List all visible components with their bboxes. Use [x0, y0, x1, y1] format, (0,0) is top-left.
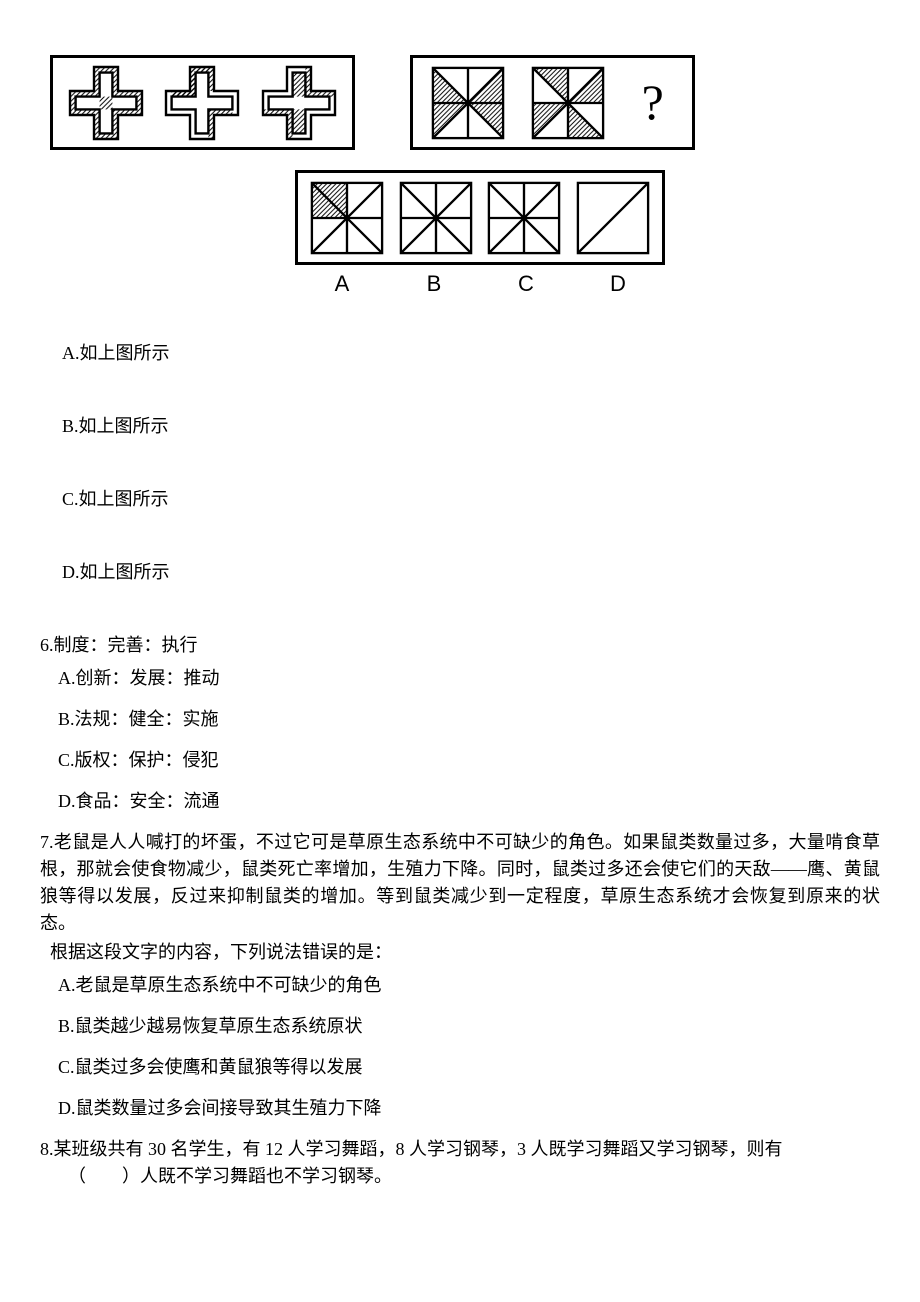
q7-option-a: A.老鼠是草原生态系统中不可缺少的角色 [40, 972, 880, 999]
q6-option-c: C.版权：保护：侵犯 [40, 747, 880, 774]
q6-option-d: D.食品：安全：流通 [40, 788, 880, 815]
figure-area: ? [0, 0, 920, 310]
cross-shape-3 [259, 63, 339, 143]
option-figure-a [308, 179, 386, 257]
question-6: 6.制度：完善：执行 A.创新：发展：推动 B.法规：健全：实施 C.版权：保护… [40, 632, 880, 815]
option-figure-b [397, 179, 475, 257]
star-square-2 [529, 64, 607, 142]
label-b: B [388, 267, 480, 300]
question-7: 7.老鼠是人人喊打的坏蛋，不过它可是草原生态系统中不可缺少的角色。如果鼠类数量过… [40, 829, 880, 1122]
question-box-1 [50, 55, 355, 150]
q8-line1: 8.某班级共有 30 名学生，有 12 人学习舞蹈，8 人学习钢琴，3 人既学习… [40, 1136, 880, 1163]
question-box-2: ? [410, 55, 695, 150]
cross-shape-1 [66, 63, 146, 143]
q7-option-d: D.鼠类数量过多会间接导致其生殖力下降 [40, 1095, 880, 1122]
q5-option-a: A.如上图所示 [40, 340, 880, 367]
label-d: D [572, 267, 664, 300]
option-figure-d [574, 179, 652, 257]
q8-line2: （ ）人既不学习舞蹈也不学习钢琴。 [40, 1163, 880, 1190]
question-mark: ? [630, 65, 676, 140]
q7-stem: 根据这段文字的内容，下列说法错误的是： [40, 939, 880, 966]
question-8: 8.某班级共有 30 名学生，有 12 人学习舞蹈，8 人学习钢琴，3 人既学习… [40, 1136, 880, 1190]
answer-options-row [50, 170, 870, 265]
option-figure-c [485, 179, 563, 257]
q7-option-b: B.鼠类越少越易恢复草原生态系统原状 [40, 1013, 880, 1040]
label-a: A [296, 267, 388, 300]
q6-option-a: A.创新：发展：推动 [40, 665, 880, 692]
q6-stem: 6.制度：完善：执行 [40, 632, 880, 659]
q7-option-c: C.鼠类过多会使鹰和黄鼠狼等得以发展 [40, 1054, 880, 1081]
label-c: C [480, 267, 572, 300]
q5-option-b: B.如上图所示 [40, 413, 880, 440]
q6-option-b: B.法规：健全：实施 [40, 706, 880, 733]
answer-labels: A B C D [50, 267, 870, 300]
q5-option-d: D.如上图所示 [40, 559, 880, 586]
q5-option-c: C.如上图所示 [40, 486, 880, 513]
cross-shape-2 [162, 63, 242, 143]
star-square-1 [429, 64, 507, 142]
text-content: A.如上图所示 B.如上图所示 C.如上图所示 D.如上图所示 6.制度：完善：… [0, 310, 920, 1244]
q7-passage: 7.老鼠是人人喊打的坏蛋，不过它可是草原生态系统中不可缺少的角色。如果鼠类数量过… [40, 829, 880, 937]
answer-box [295, 170, 665, 265]
figure-row-top: ? [50, 55, 870, 150]
